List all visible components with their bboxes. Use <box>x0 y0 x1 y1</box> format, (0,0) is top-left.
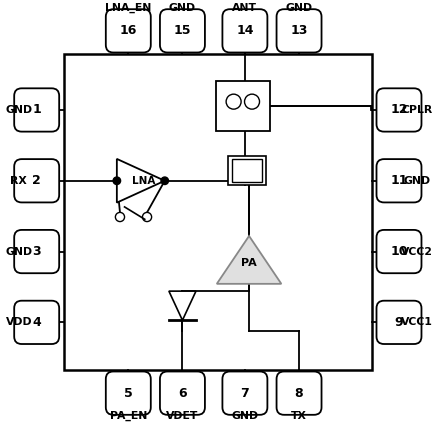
Text: PA: PA <box>241 258 257 268</box>
Text: VCC2: VCC2 <box>401 247 433 257</box>
Text: 11: 11 <box>390 174 408 187</box>
Text: 14: 14 <box>236 24 254 37</box>
Polygon shape <box>217 236 281 284</box>
Text: 2: 2 <box>32 174 41 187</box>
Text: GND: GND <box>5 105 32 115</box>
FancyBboxPatch shape <box>276 9 321 53</box>
Bar <box>233 159 261 182</box>
Text: 1: 1 <box>32 103 41 117</box>
Text: CPLR: CPLR <box>401 105 432 115</box>
Text: 13: 13 <box>290 24 308 37</box>
Bar <box>216 81 270 131</box>
Text: RX: RX <box>11 176 27 186</box>
Circle shape <box>161 177 169 184</box>
Text: 3: 3 <box>32 245 41 258</box>
Circle shape <box>244 94 260 109</box>
Text: GND: GND <box>5 247 32 257</box>
FancyBboxPatch shape <box>377 159 421 202</box>
FancyBboxPatch shape <box>160 9 205 53</box>
Text: GND: GND <box>231 411 258 421</box>
Text: LNA: LNA <box>132 176 156 186</box>
Text: 7: 7 <box>240 387 249 400</box>
Text: ANT: ANT <box>233 3 258 13</box>
Text: 10: 10 <box>390 245 408 258</box>
FancyBboxPatch shape <box>14 159 59 202</box>
Text: 6: 6 <box>178 387 187 400</box>
Circle shape <box>226 94 241 109</box>
Circle shape <box>142 212 152 222</box>
Polygon shape <box>169 291 196 320</box>
Text: 16: 16 <box>120 24 137 37</box>
Bar <box>64 54 372 370</box>
Text: 15: 15 <box>174 24 191 37</box>
Text: PA_EN: PA_EN <box>110 411 147 421</box>
FancyBboxPatch shape <box>377 230 421 273</box>
FancyBboxPatch shape <box>223 371 267 415</box>
FancyBboxPatch shape <box>14 88 59 131</box>
Text: VDET: VDET <box>166 411 198 421</box>
Circle shape <box>113 177 120 184</box>
Text: GND: GND <box>169 3 196 13</box>
Text: GND: GND <box>403 176 431 186</box>
Text: VDD: VDD <box>5 317 32 327</box>
Circle shape <box>115 212 124 222</box>
Text: 8: 8 <box>295 387 304 400</box>
FancyBboxPatch shape <box>223 9 267 53</box>
Text: LNA_EN: LNA_EN <box>105 3 152 13</box>
Text: VCC1: VCC1 <box>401 317 433 327</box>
Text: 5: 5 <box>124 387 133 400</box>
FancyBboxPatch shape <box>276 371 321 415</box>
FancyBboxPatch shape <box>106 9 151 53</box>
Text: TX: TX <box>291 411 307 421</box>
Text: 4: 4 <box>32 316 41 329</box>
FancyBboxPatch shape <box>14 301 59 344</box>
Polygon shape <box>117 159 165 203</box>
FancyBboxPatch shape <box>377 301 421 344</box>
FancyBboxPatch shape <box>106 371 151 415</box>
Text: GND: GND <box>286 3 313 13</box>
Text: 9: 9 <box>395 316 403 329</box>
Text: 12: 12 <box>390 103 408 117</box>
FancyBboxPatch shape <box>377 88 421 131</box>
FancyBboxPatch shape <box>14 230 59 273</box>
FancyBboxPatch shape <box>160 371 205 415</box>
Bar <box>228 156 266 185</box>
